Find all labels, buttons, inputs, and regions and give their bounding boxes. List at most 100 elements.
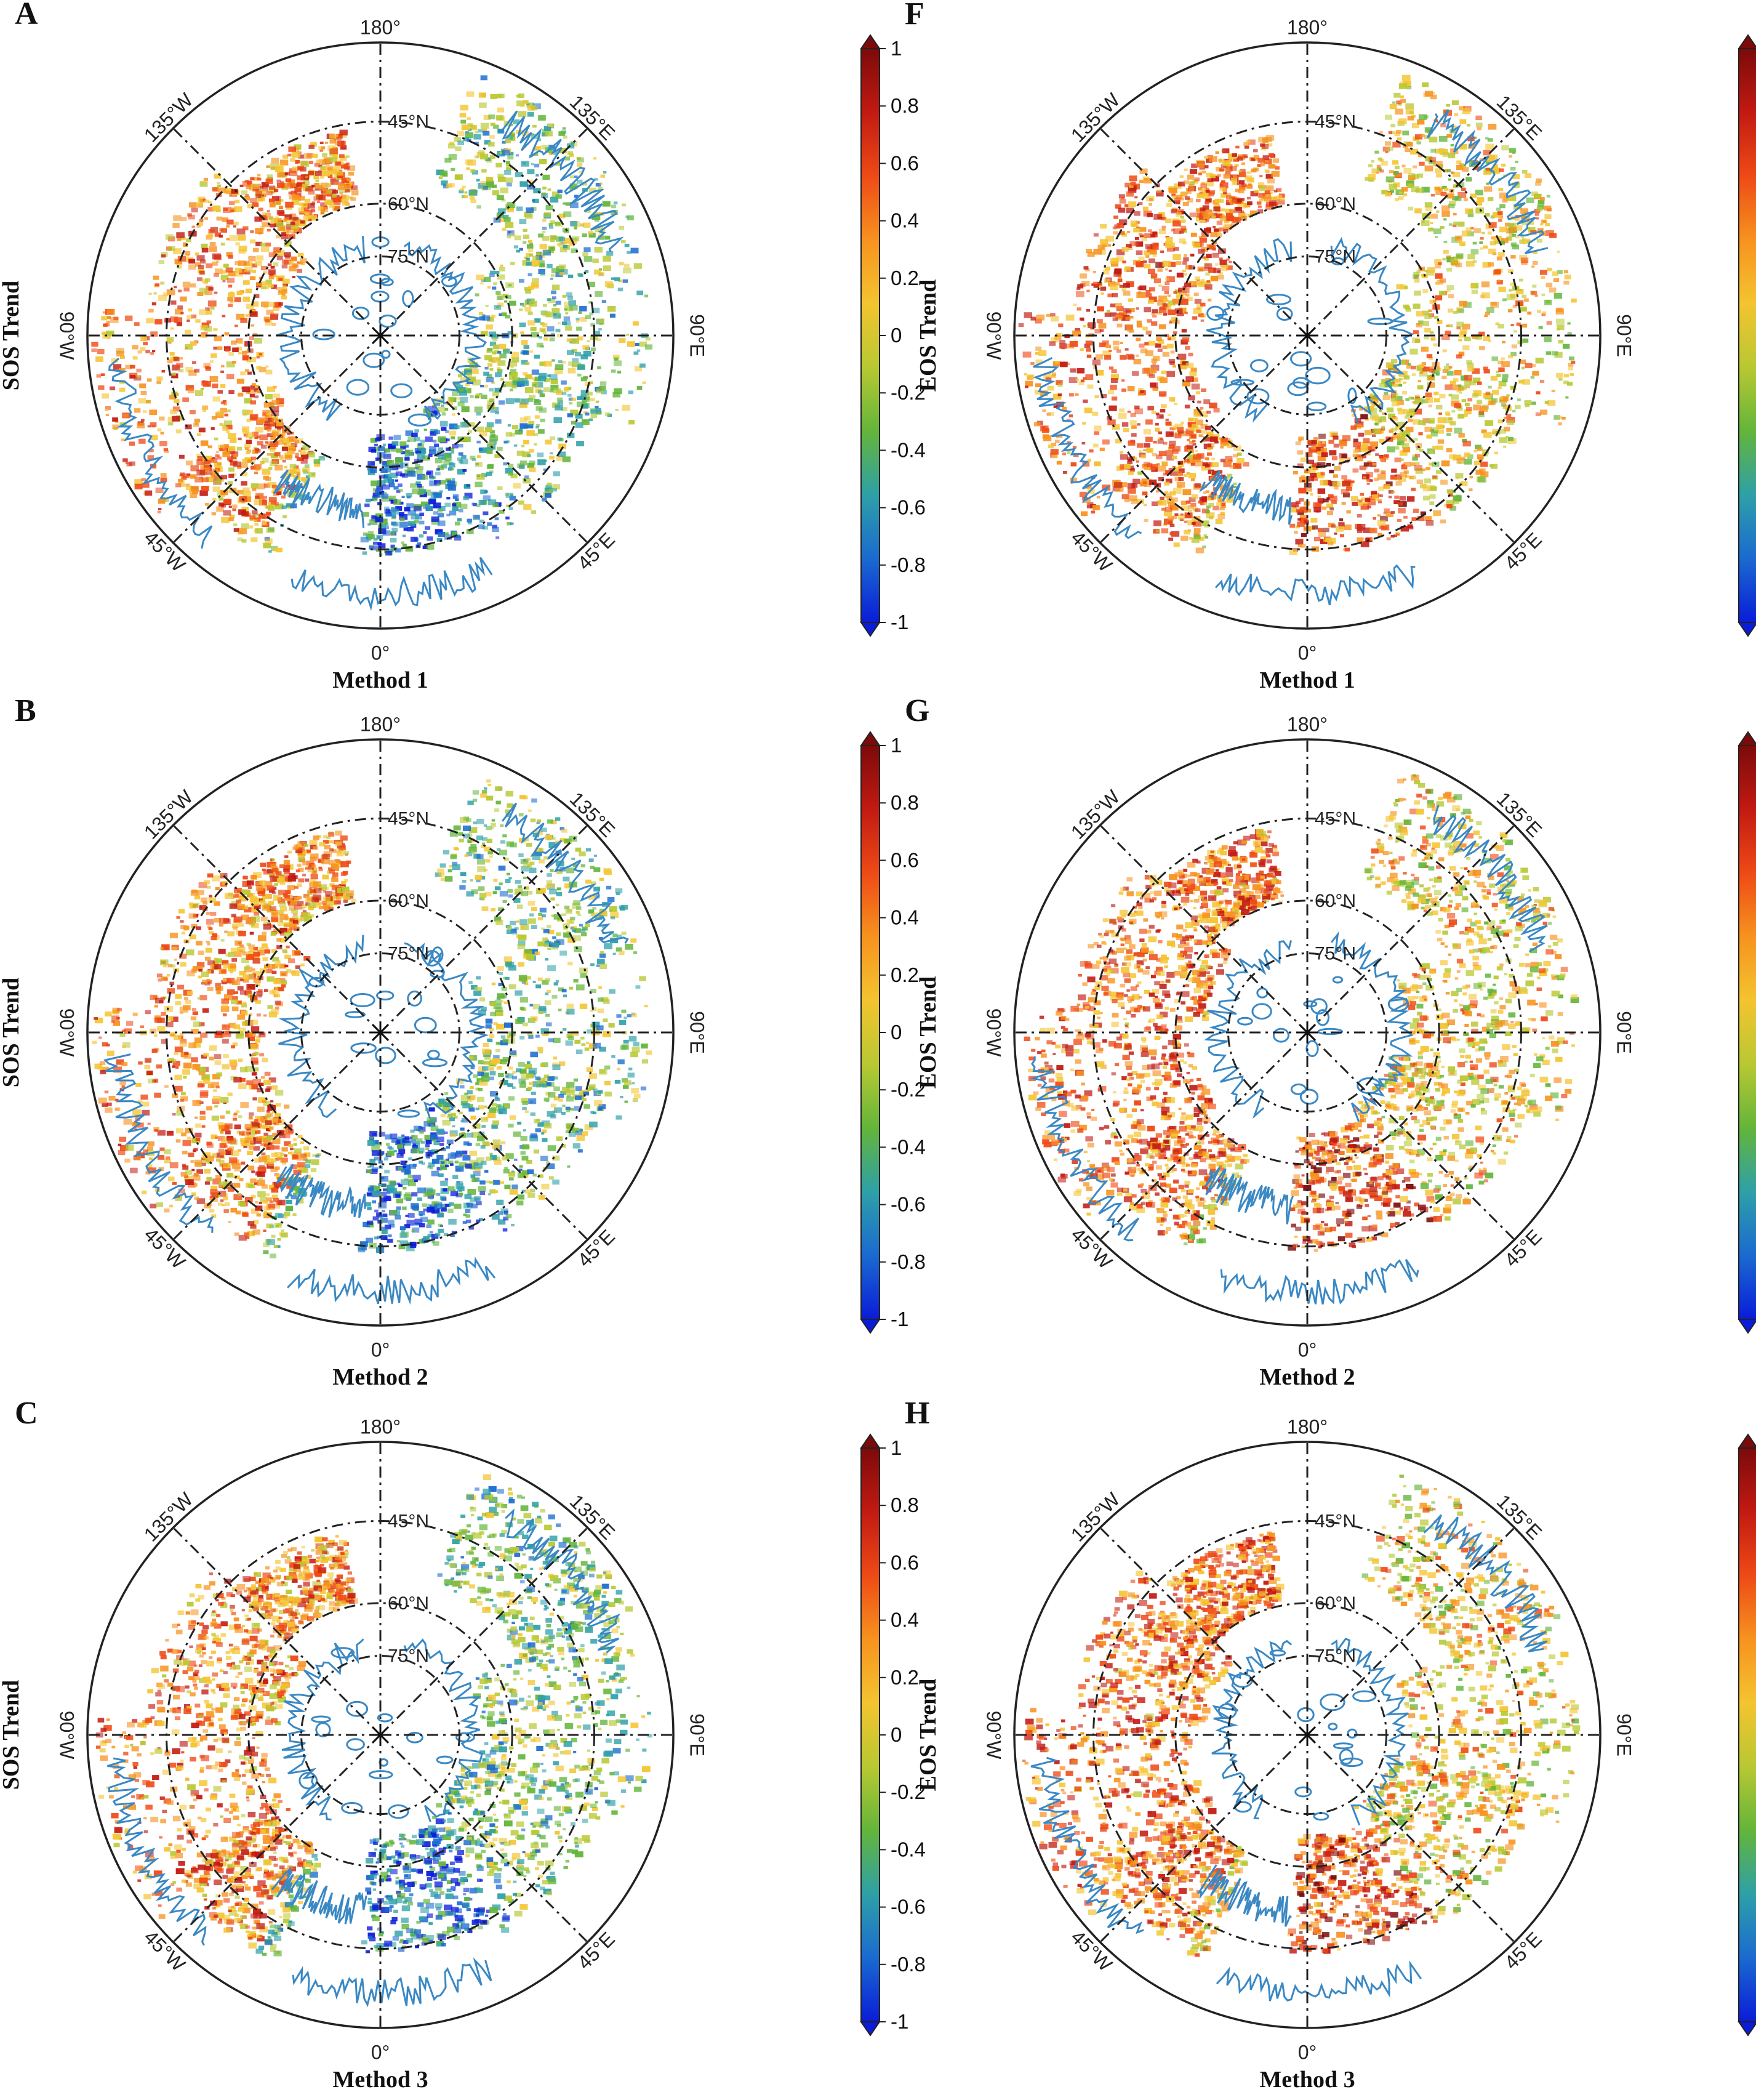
trend-pixel — [474, 1196, 481, 1201]
trend-pixel — [303, 180, 310, 185]
trend-pixel — [547, 965, 556, 972]
trend-pixel — [229, 903, 238, 909]
trend-pixel — [392, 522, 399, 527]
trend-pixel — [208, 897, 217, 903]
trend-pixel — [271, 970, 277, 975]
trend-pixel — [214, 437, 218, 441]
trend-pixel — [274, 452, 281, 457]
panel-letter: A — [15, 0, 38, 31]
trend-pixel — [293, 1138, 297, 1141]
trend-pixel — [198, 966, 203, 970]
trend-pixel — [555, 817, 561, 821]
trend-pixel — [455, 521, 460, 526]
trend-pixel — [559, 951, 567, 956]
trend-pixel — [368, 534, 375, 539]
trend-pixel — [224, 893, 233, 899]
trend-pixel — [411, 1192, 418, 1197]
arctic-island — [402, 290, 414, 307]
trend-pixel — [340, 163, 348, 169]
trend-pixel — [530, 326, 537, 331]
trend-pixel — [254, 517, 261, 522]
trend-pixel — [220, 384, 226, 388]
trend-pixel — [201, 486, 209, 491]
trend-pixel — [275, 464, 283, 471]
trend-pixel — [384, 448, 391, 453]
trend-pixel — [630, 247, 639, 254]
trend-pixel — [175, 260, 183, 265]
trend-pixel — [235, 261, 241, 265]
graticule — [87, 42, 673, 629]
trend-pixel — [337, 141, 346, 147]
trend-pixel — [256, 1213, 261, 1217]
trend-pixel — [209, 1056, 214, 1061]
trend-pixel — [497, 446, 503, 451]
trend-pixel — [574, 928, 581, 933]
trend-pixel — [340, 835, 348, 841]
trend-pixel — [342, 195, 349, 201]
trend-pixel — [178, 369, 184, 372]
trend-pixel — [288, 450, 292, 453]
trend-pixel — [216, 991, 221, 995]
trend-pixel — [236, 899, 242, 904]
trend-pixel — [634, 1093, 641, 1099]
trend-pixel — [491, 819, 495, 822]
trend-pixel — [186, 254, 190, 257]
trend-pixel — [620, 1045, 627, 1050]
trend-pixel — [146, 318, 154, 324]
trend-pixel — [489, 135, 495, 139]
trend-pixel — [502, 1155, 509, 1161]
trend-pixel — [542, 323, 548, 327]
trend-pixel — [567, 368, 576, 374]
trend-pixel — [536, 1119, 540, 1122]
trend-pixel — [372, 515, 377, 519]
trend-pixel — [302, 874, 307, 877]
trend-pixel — [611, 277, 615, 280]
trend-pixel — [455, 1183, 463, 1189]
trend-pixel — [242, 889, 251, 895]
trend-pixel — [603, 999, 610, 1004]
trend-pixel — [561, 407, 567, 411]
trend-pixel — [470, 395, 474, 398]
trend-pixel — [192, 903, 200, 908]
trend-pixel — [425, 504, 431, 508]
trend-pixel — [185, 949, 194, 955]
trend-pixel — [576, 441, 584, 446]
trend-pixel — [486, 779, 491, 783]
trend-pixel — [511, 384, 517, 388]
trend-pixel — [498, 983, 503, 986]
trend-pixel — [259, 1082, 264, 1087]
trend-pixel — [261, 301, 269, 307]
trend-pixel — [124, 315, 133, 321]
trend-pixel — [190, 465, 199, 472]
trend-pixel — [425, 1144, 430, 1148]
trend-pixel — [251, 417, 257, 421]
trend-pixel — [458, 509, 463, 513]
trend-pixel — [220, 275, 229, 280]
trend-pixel — [437, 465, 444, 470]
trend-pixel — [544, 1074, 549, 1078]
trend-pixel — [530, 1052, 539, 1058]
trend-pixel — [111, 1020, 115, 1023]
trend-pixel — [178, 478, 183, 483]
trend-pixel — [147, 401, 151, 403]
trend-pixel — [558, 987, 564, 992]
trend-pixel — [624, 243, 630, 247]
trend-pixel — [584, 1124, 593, 1130]
colorbar-tick-label: -0.6 — [891, 496, 926, 519]
trend-pixel — [571, 1031, 579, 1036]
trend-pixel — [417, 1148, 425, 1153]
trend-pixel — [214, 232, 221, 237]
trend-pixel — [370, 499, 374, 501]
trend-pixel — [521, 1156, 529, 1161]
trend-pixel — [185, 1127, 193, 1133]
trend-pixel — [475, 1082, 479, 1085]
trend-pixel — [138, 398, 146, 404]
trend-pixel — [537, 819, 542, 823]
trend-pixel — [544, 252, 550, 255]
trend-pixel — [573, 979, 579, 983]
trend-pixel — [417, 484, 422, 488]
trend-pixel — [541, 132, 548, 137]
trend-pixel — [262, 1200, 268, 1204]
trend-pixel — [246, 419, 252, 422]
